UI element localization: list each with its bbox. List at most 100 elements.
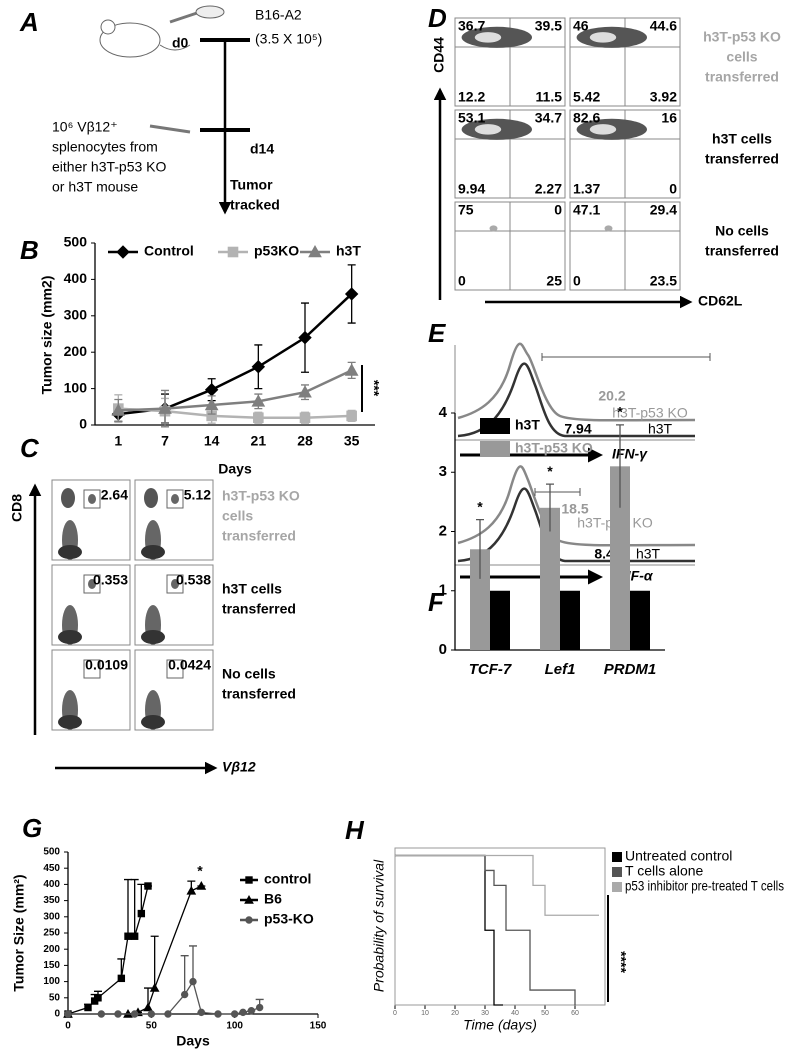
marker	[130, 932, 139, 940]
quadrant-value: 36.7	[458, 18, 485, 34]
x-tick-label: 50	[541, 1010, 549, 1017]
marker	[214, 1010, 222, 1018]
day-label: d0	[172, 35, 189, 51]
bar	[630, 590, 650, 650]
marker	[111, 403, 126, 416]
outcome-line: tracked	[230, 197, 280, 213]
mouse-tail	[159, 44, 191, 51]
row-label: transferred	[705, 243, 779, 259]
quadrant-value: 11.5	[536, 89, 563, 105]
syringe-icon	[149, 124, 191, 134]
legend-label: Untreated control	[625, 848, 732, 864]
gate-value: 20.2	[598, 388, 625, 404]
axis-label: IFN-γ	[612, 446, 648, 462]
quadrant-value: 29.4	[650, 202, 677, 218]
legend-swatch	[612, 867, 622, 877]
row-label: h3T-p53 KO	[222, 488, 300, 504]
x-axis-title: Time (days)	[463, 1017, 537, 1033]
gate	[83, 574, 101, 594]
cell-cloud	[141, 715, 165, 729]
x-tick-label: TCF-7	[469, 661, 512, 678]
legend-label: p53 inhibitor pre-treated T cells	[625, 878, 784, 894]
quadrant-value: 34.7	[535, 110, 562, 126]
row-label: No cells	[715, 223, 769, 239]
quadrant-value: 82.6	[573, 110, 600, 126]
series-line	[395, 854, 599, 916]
y-tick-label: 350	[43, 895, 60, 906]
quadrant-value: 9.94	[458, 181, 485, 197]
panel-letter: D	[428, 3, 447, 33]
quadrant-value: 75	[458, 202, 474, 218]
gate-value: 7.94	[564, 421, 591, 437]
error-bar	[180, 955, 189, 995]
row-label: h3T-p53 KO	[703, 29, 781, 45]
error-bar	[546, 483, 554, 532]
gated-cells	[171, 494, 179, 504]
day-label: d14	[250, 141, 274, 157]
gate	[166, 489, 184, 509]
panel-letter: C	[20, 433, 40, 463]
marker	[298, 385, 312, 398]
panel-a: A B16-A2 (3.5 X 10⁵) d0 d14 10⁶ Vβ12⁺ sp…	[19, 5, 322, 215]
legend-label: h3T	[336, 243, 361, 259]
marker	[180, 990, 189, 999]
quadrant-value: 16	[661, 110, 677, 126]
marker	[308, 244, 322, 258]
y-tick-label: 3	[439, 463, 447, 480]
marker	[114, 1010, 122, 1018]
cell-cloud	[474, 124, 502, 135]
x-tick-label: 1	[114, 433, 122, 449]
series-line	[395, 854, 576, 1005]
row-label: h3T cells	[222, 581, 282, 597]
y-tick-label: 100	[43, 976, 60, 987]
error-bar	[137, 883, 146, 914]
cell-cloud	[589, 32, 617, 43]
mouse-icon	[99, 22, 161, 58]
marker	[64, 1010, 72, 1018]
marker	[245, 876, 253, 884]
axis-label: CD8	[9, 494, 25, 522]
x-axis-title: Days	[218, 461, 252, 477]
y-tick-label: 0	[439, 641, 447, 658]
x-tick-label: 100	[226, 1021, 243, 1032]
legend-label: T cells alone	[625, 863, 704, 879]
x-tick-label: 10	[421, 1010, 429, 1017]
x-tick-label: 30	[481, 1010, 489, 1017]
cells-line: either h3T-p53 KO	[52, 159, 167, 175]
cell-cloud	[58, 715, 82, 729]
row-label: transferred	[222, 601, 296, 617]
cells-line: or h3T mouse	[52, 179, 138, 195]
significance: ***	[366, 380, 382, 397]
marker	[251, 394, 266, 407]
gate	[166, 659, 184, 679]
quadrant-value: 0	[458, 273, 466, 289]
y-tick-label: 200	[43, 944, 60, 955]
quadrant-value: 0	[554, 202, 562, 218]
cell-cloud	[604, 225, 613, 232]
legend-label: h3T-p53 KO	[515, 440, 593, 456]
legend-swatch	[612, 852, 622, 862]
histogram-curve	[457, 342, 696, 422]
outcome-line: Tumor	[230, 177, 273, 193]
panel-letter: A	[19, 7, 39, 37]
quadrant-value: 47.1	[573, 202, 600, 218]
marker	[247, 1007, 256, 1015]
x-tick-label: 21	[251, 433, 267, 449]
x-tick-label: 35	[344, 433, 360, 449]
marker	[253, 412, 264, 424]
plot-frame	[394, 847, 606, 1006]
x-tick-label: 40	[511, 1010, 519, 1017]
y-tick-label: 50	[49, 992, 61, 1003]
cell-cloud	[144, 488, 158, 508]
quadrant-value: 39.5	[535, 18, 562, 34]
series-line	[118, 293, 353, 416]
y-tick-label: 4	[439, 404, 448, 421]
histogram-curve	[457, 465, 696, 547]
gate	[83, 489, 101, 509]
legend-swatch	[480, 441, 510, 457]
significance: *	[197, 863, 203, 879]
y-axis-title: Tumor size (mm2)	[39, 276, 55, 395]
cell-cloud	[58, 545, 82, 559]
row-label: cells	[726, 49, 757, 65]
legend-label: B6	[264, 891, 282, 907]
